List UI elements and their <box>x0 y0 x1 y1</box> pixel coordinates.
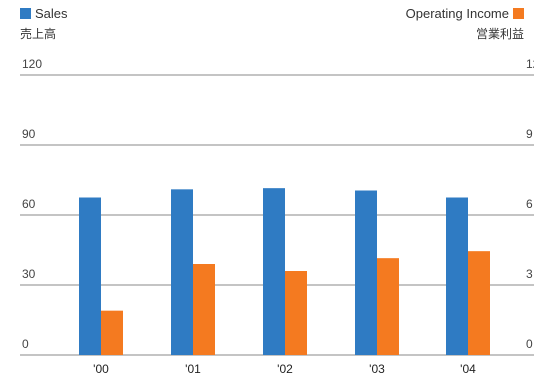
y-tick-label-right: 3 <box>526 267 533 281</box>
legend-sales-swatch <box>20 8 31 19</box>
y-tick-label-right: 6 <box>526 197 533 211</box>
bar-operating-income <box>468 251 490 355</box>
y-tick-label-right: 12 <box>526 57 534 71</box>
y-axis-left-ticks: 0 30 60 90 120 <box>22 57 42 351</box>
y-tick-label-left: 90 <box>22 127 36 141</box>
x-tick-label: '04 <box>460 362 476 376</box>
bar-sales <box>355 190 377 355</box>
bar-sales <box>171 189 193 355</box>
y-tick-label-left: 120 <box>22 57 42 71</box>
legend-operating-income-swatch <box>513 8 524 19</box>
y-tick-label-right: 9 <box>526 127 533 141</box>
legend-sales: Sales 売上高 <box>20 6 68 42</box>
bar-operating-income <box>101 310 123 355</box>
bar-operating-income <box>193 264 215 355</box>
legend-operating-income-label: Operating Income <box>405 6 509 21</box>
legend-sales-sublabel: 売上高 <box>20 27 57 41</box>
y-axis-right-ticks: 0 3 6 9 12 <box>526 57 534 351</box>
bar-sales <box>79 197 101 355</box>
x-tick-label: '01 <box>185 362 201 376</box>
y-tick-label-left: 30 <box>22 267 36 281</box>
legend-operating-income: Operating Income 営業利益 <box>406 6 524 42</box>
x-tick-label: '00 <box>93 362 109 376</box>
legend-operating-income-sublabel: 営業利益 <box>475 27 524 41</box>
bars <box>79 188 490 355</box>
y-tick-label-left: 0 <box>22 337 29 351</box>
bar-sales <box>263 188 285 355</box>
y-tick-label-right: 0 <box>526 337 533 351</box>
x-axis-labels: '00 '01 '02 '03 '04 <box>93 362 476 376</box>
y-tick-label-left: 60 <box>22 197 36 211</box>
legend-sales-label: Sales <box>35 6 68 21</box>
bar-operating-income <box>377 258 399 355</box>
bar-operating-income <box>285 271 307 355</box>
x-tick-label: '03 <box>369 362 385 376</box>
bar-sales <box>446 197 468 355</box>
legend-operating-income-row: Operating Income <box>406 6 524 21</box>
x-tick-label: '02 <box>277 362 293 376</box>
legend-sales-row: Sales <box>20 6 68 21</box>
